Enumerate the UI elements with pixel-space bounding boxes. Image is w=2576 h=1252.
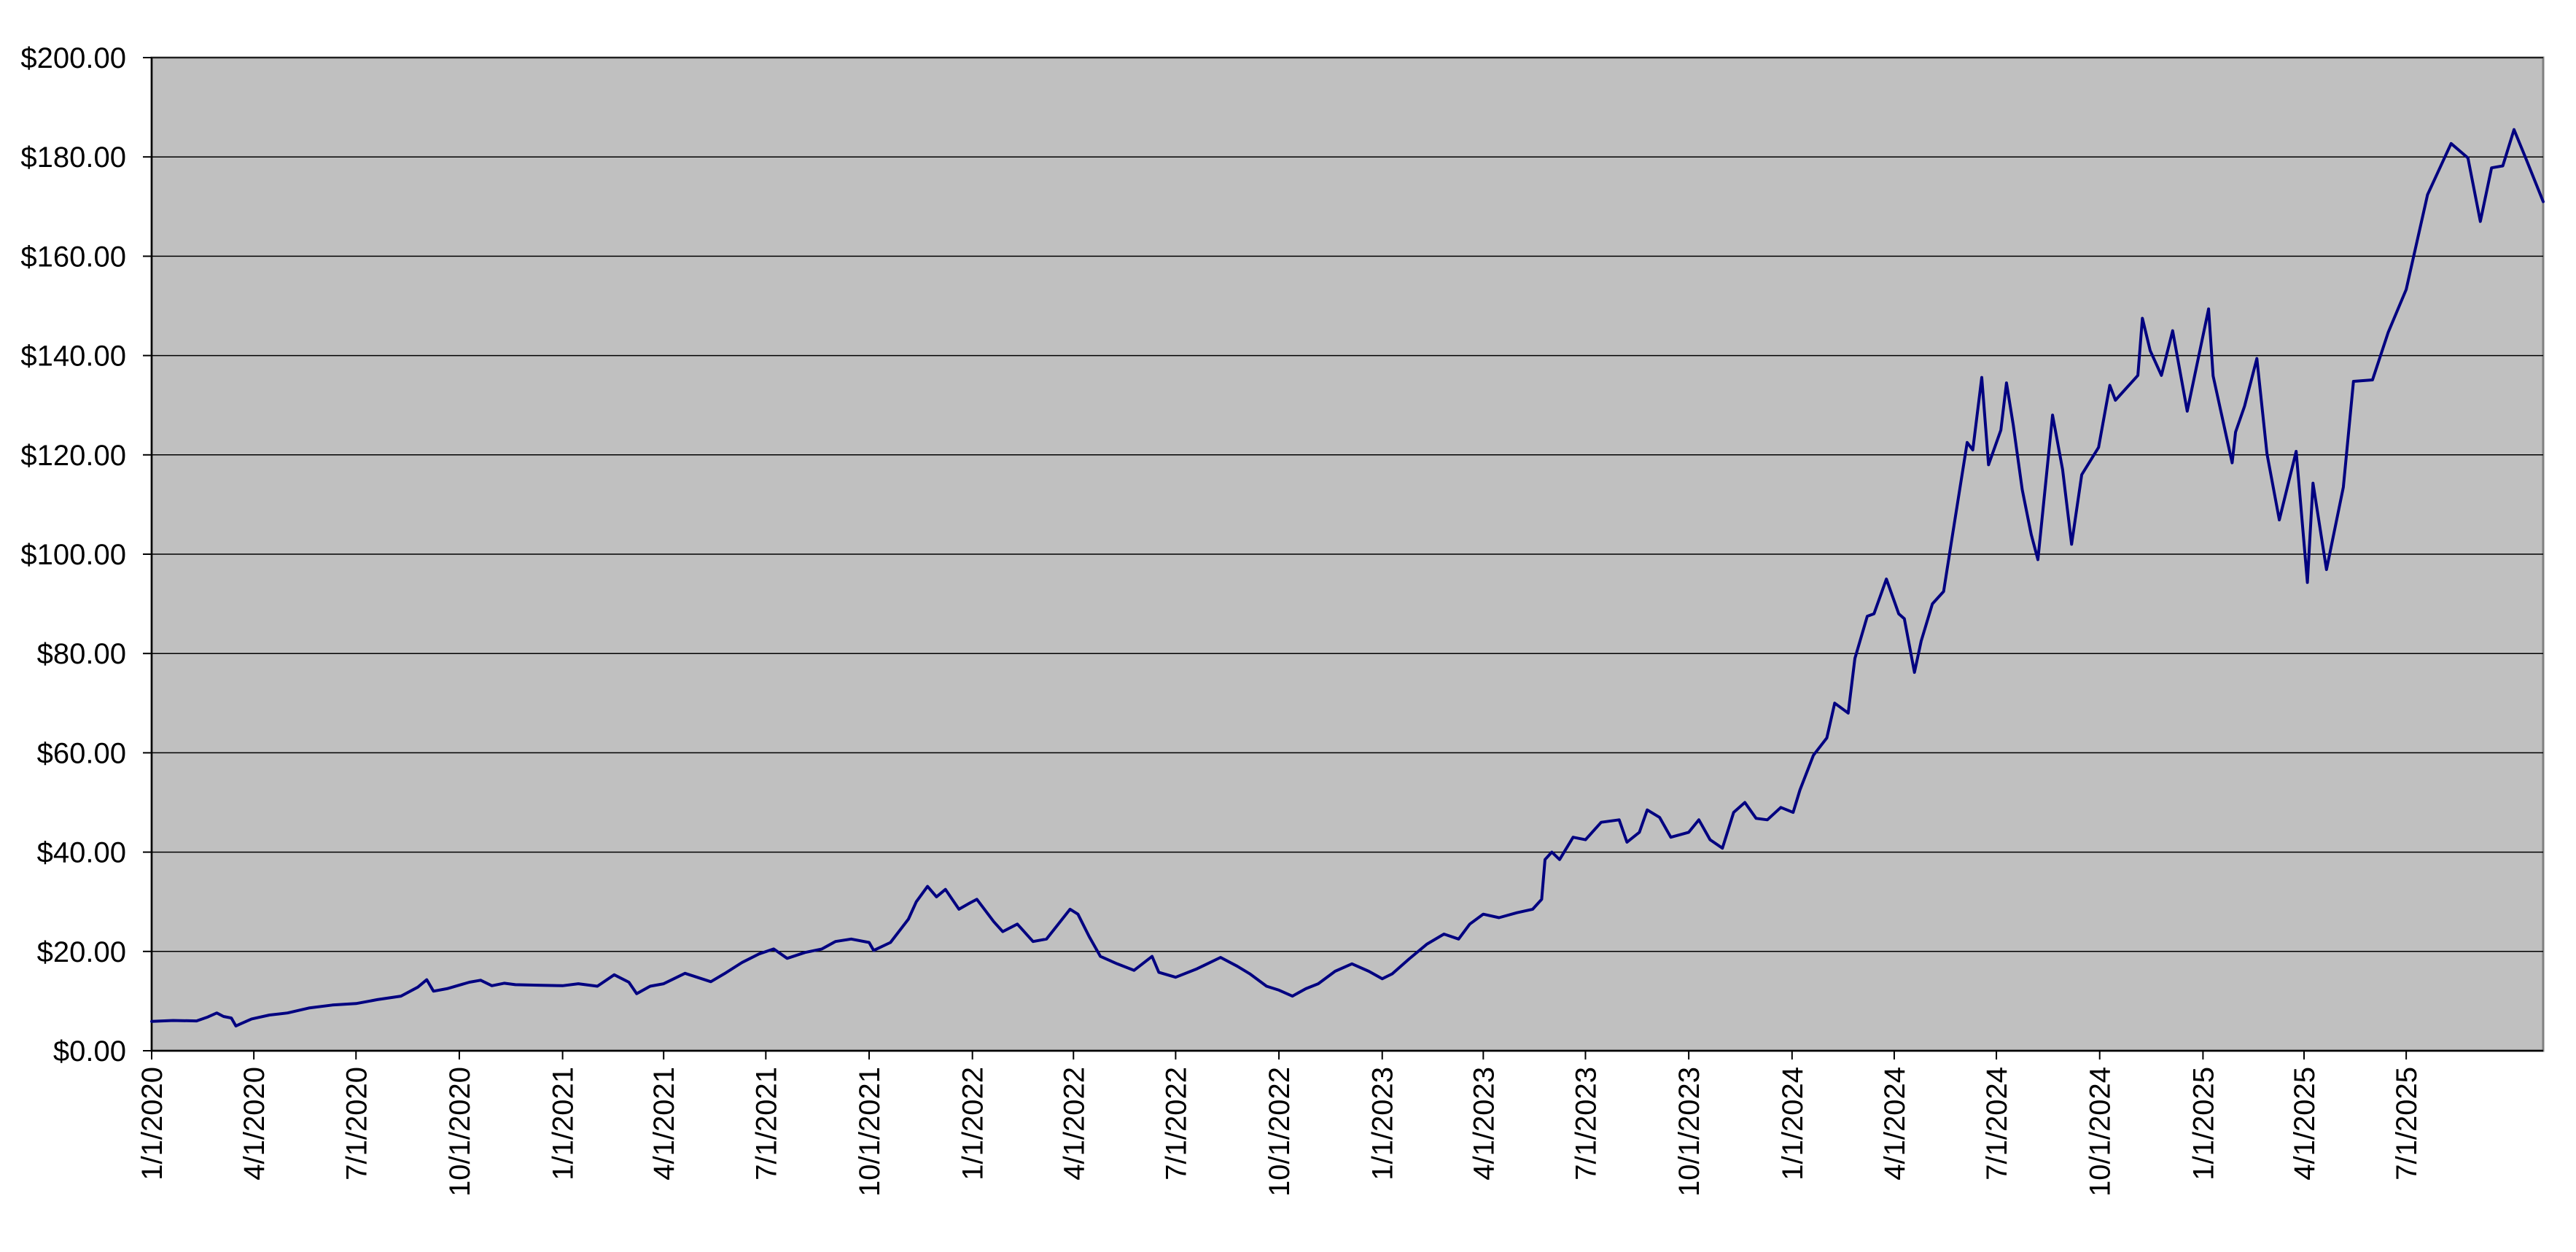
- x-tick-label: 7/1/2020: [341, 1067, 373, 1181]
- x-tick-label: 4/1/2021: [648, 1067, 680, 1181]
- x-tick-label: 7/1/2025: [2391, 1067, 2423, 1181]
- y-tick-label: $180.00: [20, 141, 126, 174]
- x-tick-label: 10/1/2023: [1673, 1067, 1705, 1197]
- y-tick-label: $60.00: [37, 737, 126, 769]
- x-tick-label: 1/1/2020: [136, 1067, 168, 1181]
- y-tick-label: $140.00: [20, 341, 126, 373]
- price-series-line: [150, 128, 2545, 1027]
- y-tick-label: $200.00: [20, 42, 126, 74]
- x-tick-label: 1/1/2023: [1367, 1067, 1399, 1181]
- x-tick-label: 4/1/2024: [1879, 1067, 1911, 1181]
- x-tick-label: 4/1/2020: [238, 1067, 271, 1181]
- axes: [143, 57, 2543, 1059]
- x-tick-label: 10/1/2021: [854, 1067, 886, 1197]
- y-tick-label: $160.00: [20, 241, 126, 273]
- y-tick-label: $100.00: [20, 539, 126, 571]
- x-axis-tick-labels: 1/1/2020 4/1/2020 7/1/2020 10/1/2020 1/1/202…: [136, 1067, 2423, 1197]
- x-tick-label: 1/1/2021: [548, 1067, 580, 1181]
- y-tick-label: $0.00: [53, 1035, 126, 1068]
- x-tick-label: 4/1/2022: [1058, 1067, 1090, 1181]
- x-tick-label: 10/1/2022: [1264, 1067, 1296, 1197]
- series-layer: [150, 128, 2545, 1027]
- x-tick-label: 10/1/2024: [2085, 1067, 2117, 1197]
- x-tick-label: 1/1/2024: [1777, 1067, 1809, 1181]
- y-tick-label: $80.00: [37, 638, 126, 670]
- gridlines: [152, 57, 2543, 952]
- x-tick-label: 10/1/2020: [444, 1067, 476, 1197]
- x-tick-label: 7/1/2022: [1160, 1067, 1192, 1181]
- y-tick-label: $20.00: [37, 936, 126, 968]
- y-tick-label: $120.00: [20, 440, 126, 472]
- x-tick-label: 7/1/2021: [750, 1067, 782, 1181]
- x-tick-label: 7/1/2024: [1981, 1067, 2013, 1181]
- y-axis-tick-labels: $0.00 $20.00 $40.00 $60.00 $80.00 $100.00 $120…: [20, 42, 126, 1068]
- x-tick-label: 1/1/2022: [957, 1067, 989, 1181]
- x-tick-label: 4/1/2023: [1468, 1067, 1500, 1181]
- x-tick-label: 7/1/2023: [1570, 1067, 1602, 1181]
- y-tick-label: $40.00: [37, 837, 126, 869]
- x-tick-label: 4/1/2025: [2289, 1067, 2321, 1181]
- x-tick-label: 1/1/2025: [2187, 1067, 2219, 1181]
